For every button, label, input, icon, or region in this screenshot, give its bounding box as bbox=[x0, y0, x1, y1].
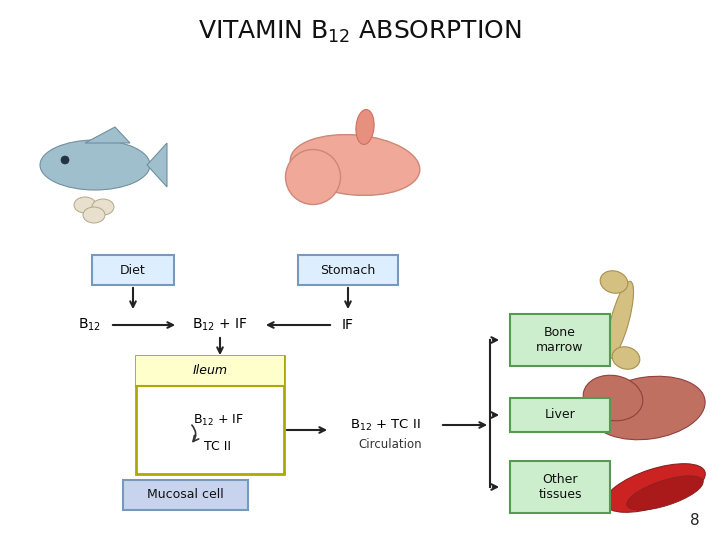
Ellipse shape bbox=[61, 156, 69, 164]
FancyBboxPatch shape bbox=[298, 255, 398, 285]
FancyBboxPatch shape bbox=[510, 461, 610, 513]
Ellipse shape bbox=[290, 134, 420, 195]
FancyBboxPatch shape bbox=[510, 398, 610, 432]
Ellipse shape bbox=[92, 199, 114, 215]
Polygon shape bbox=[85, 127, 130, 143]
Ellipse shape bbox=[612, 347, 640, 369]
Ellipse shape bbox=[600, 271, 628, 293]
Text: B$_{12}$ + IF: B$_{12}$ + IF bbox=[193, 413, 243, 428]
Ellipse shape bbox=[591, 376, 705, 440]
Text: 8: 8 bbox=[690, 513, 700, 528]
Text: Liver: Liver bbox=[544, 408, 575, 422]
Ellipse shape bbox=[356, 110, 374, 145]
FancyBboxPatch shape bbox=[122, 480, 248, 510]
Ellipse shape bbox=[606, 281, 634, 359]
Text: Mucosal cell: Mucosal cell bbox=[147, 489, 223, 502]
Text: Circulation: Circulation bbox=[358, 438, 422, 451]
Text: TC II: TC II bbox=[204, 441, 232, 454]
Ellipse shape bbox=[286, 150, 341, 205]
FancyBboxPatch shape bbox=[92, 255, 174, 285]
FancyBboxPatch shape bbox=[510, 314, 610, 366]
Text: Stomach: Stomach bbox=[320, 264, 376, 276]
Text: B$_{12}$: B$_{12}$ bbox=[78, 317, 102, 333]
Ellipse shape bbox=[40, 140, 150, 190]
Text: Ileum: Ileum bbox=[192, 364, 228, 377]
FancyBboxPatch shape bbox=[136, 356, 284, 386]
Ellipse shape bbox=[583, 375, 643, 421]
Ellipse shape bbox=[605, 464, 706, 512]
FancyBboxPatch shape bbox=[136, 356, 284, 474]
Ellipse shape bbox=[627, 476, 703, 510]
Polygon shape bbox=[147, 143, 167, 187]
Text: B$_{12}$ + TC II: B$_{12}$ + TC II bbox=[350, 417, 420, 433]
Text: B$_{12}$ + IF: B$_{12}$ + IF bbox=[192, 317, 248, 333]
Text: IF: IF bbox=[342, 318, 354, 332]
Text: Diet: Diet bbox=[120, 264, 146, 276]
Ellipse shape bbox=[83, 207, 105, 223]
Ellipse shape bbox=[74, 197, 96, 213]
Text: VITAMIN B$_{12}$ ABSORPTION: VITAMIN B$_{12}$ ABSORPTION bbox=[198, 19, 522, 45]
Text: Other
tissues: Other tissues bbox=[539, 473, 582, 501]
Text: Bone
marrow: Bone marrow bbox=[536, 326, 584, 354]
